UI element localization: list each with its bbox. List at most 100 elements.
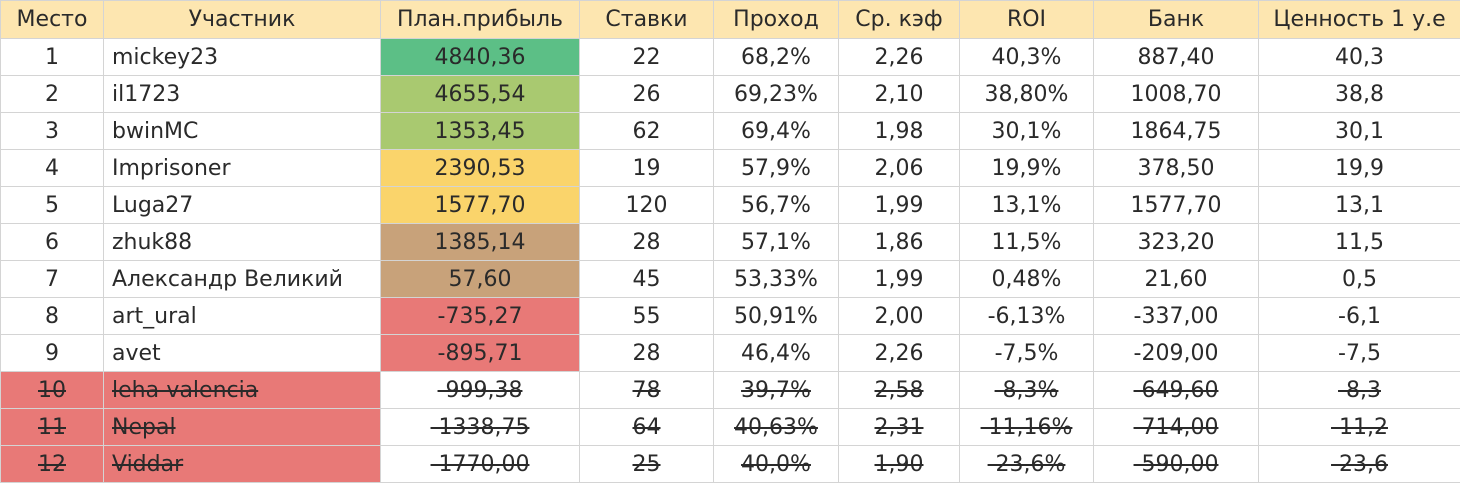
cell-average-odds[interactable]: 2,00 [838,297,960,335]
cell-average-odds[interactable]: 1,99 [838,260,960,298]
cell-bets[interactable]: 22 [579,38,714,76]
cell-place[interactable]: 6 [0,223,104,261]
column-header-average-odds[interactable]: Ср. кэф [838,0,960,39]
cell-bets[interactable]: 120 [579,186,714,224]
cell-roi[interactable]: 11,5% [959,223,1094,261]
cell-planned-profit[interactable]: -1338,75 [380,408,580,446]
cell-roi[interactable]: 13,1% [959,186,1094,224]
cell-roi[interactable]: 40,3% [959,38,1094,76]
cell-roi[interactable]: 19,9% [959,149,1094,187]
cell-average-odds[interactable]: 2,58 [838,371,960,409]
cell-place[interactable]: 3 [0,112,104,150]
cell-bank[interactable]: 1008,70 [1093,75,1259,113]
cell-pass-rate[interactable]: 53,33% [713,260,839,298]
cell-place[interactable]: 8 [0,297,104,335]
cell-bank[interactable]: -590,00 [1093,445,1259,483]
cell-participant[interactable]: Александр Великий [103,260,381,298]
cell-pass-rate[interactable]: 69,4% [713,112,839,150]
cell-pass-rate[interactable]: 40,63% [713,408,839,446]
cell-bank[interactable]: 887,40 [1093,38,1259,76]
cell-bets[interactable]: 55 [579,297,714,335]
cell-unit-value[interactable]: 19,9 [1258,149,1460,187]
column-header-pass-rate[interactable]: Проход [713,0,839,39]
cell-pass-rate[interactable]: 46,4% [713,334,839,372]
cell-average-odds[interactable]: 2,26 [838,38,960,76]
cell-participant[interactable]: Nepal [103,408,381,446]
cell-bets[interactable]: 62 [579,112,714,150]
cell-average-odds[interactable]: 2,31 [838,408,960,446]
cell-bets[interactable]: 78 [579,371,714,409]
cell-pass-rate[interactable]: 50,91% [713,297,839,335]
cell-planned-profit[interactable]: -895,71 [380,334,580,372]
cell-pass-rate[interactable]: 68,2% [713,38,839,76]
cell-average-odds[interactable]: 1,86 [838,223,960,261]
cell-participant[interactable]: art_ural [103,297,381,335]
column-header-bank[interactable]: Банк [1093,0,1259,39]
cell-roi[interactable]: -23,6% [959,445,1094,483]
column-header-bets[interactable]: Ставки [579,0,714,39]
cell-bets[interactable]: 26 [579,75,714,113]
cell-place[interactable]: 9 [0,334,104,372]
cell-place[interactable]: 4 [0,149,104,187]
cell-pass-rate[interactable]: 56,7% [713,186,839,224]
cell-unit-value[interactable]: 13,1 [1258,186,1460,224]
cell-unit-value[interactable]: -7,5 [1258,334,1460,372]
cell-roi[interactable]: -7,5% [959,334,1094,372]
cell-average-odds[interactable]: 1,99 [838,186,960,224]
cell-average-odds[interactable]: 2,10 [838,75,960,113]
cell-average-odds[interactable]: 2,06 [838,149,960,187]
cell-unit-value[interactable]: 38,8 [1258,75,1460,113]
cell-place[interactable]: 2 [0,75,104,113]
column-header-planned-profit[interactable]: План.прибыль [380,0,580,39]
cell-pass-rate[interactable]: 57,9% [713,149,839,187]
cell-bank[interactable]: 21,60 [1093,260,1259,298]
cell-bank[interactable]: 1864,75 [1093,112,1259,150]
cell-planned-profit[interactable]: 4655,54 [380,75,580,113]
cell-planned-profit[interactable]: 4840,36 [380,38,580,76]
cell-bank[interactable]: -337,00 [1093,297,1259,335]
cell-planned-profit[interactable]: 57,60 [380,260,580,298]
cell-pass-rate[interactable]: 69,23% [713,75,839,113]
column-header-roi[interactable]: ROI [959,0,1094,39]
cell-planned-profit[interactable]: -999,38 [380,371,580,409]
cell-bank[interactable]: -209,00 [1093,334,1259,372]
cell-place[interactable]: 5 [0,186,104,224]
cell-unit-value[interactable]: -23,6 [1258,445,1460,483]
cell-roi[interactable]: 30,1% [959,112,1094,150]
cell-planned-profit[interactable]: 1385,14 [380,223,580,261]
cell-roi[interactable]: 38,80% [959,75,1094,113]
cell-unit-value[interactable]: 0,5 [1258,260,1460,298]
cell-pass-rate[interactable]: 57,1% [713,223,839,261]
cell-bank[interactable]: -714,00 [1093,408,1259,446]
cell-unit-value[interactable]: -11,2 [1258,408,1460,446]
column-header-place[interactable]: Место [0,0,104,39]
cell-planned-profit[interactable]: 2390,53 [380,149,580,187]
cell-participant[interactable]: bwinMC [103,112,381,150]
cell-planned-profit[interactable]: 1577,70 [380,186,580,224]
cell-average-odds[interactable]: 1,90 [838,445,960,483]
cell-participant[interactable]: Imprisoner [103,149,381,187]
cell-bets[interactable]: 45 [579,260,714,298]
cell-bank[interactable]: 323,20 [1093,223,1259,261]
cell-participant[interactable]: Luga27 [103,186,381,224]
cell-bank[interactable]: 1577,70 [1093,186,1259,224]
cell-pass-rate[interactable]: 39,7% [713,371,839,409]
cell-pass-rate[interactable]: 40,0% [713,445,839,483]
cell-participant[interactable]: avet [103,334,381,372]
cell-bank[interactable]: -649,60 [1093,371,1259,409]
cell-place[interactable]: 12 [0,445,104,483]
cell-place[interactable]: 7 [0,260,104,298]
column-header-unit-value[interactable]: Ценность 1 у.е [1258,0,1460,39]
cell-participant[interactable]: leha-valencia [103,371,381,409]
cell-bets[interactable]: 28 [579,334,714,372]
cell-roi[interactable]: -6,13% [959,297,1094,335]
cell-unit-value[interactable]: -8,3 [1258,371,1460,409]
cell-unit-value[interactable]: -6,1 [1258,297,1460,335]
cell-unit-value[interactable]: 11,5 [1258,223,1460,261]
cell-place[interactable]: 11 [0,408,104,446]
cell-bets[interactable]: 25 [579,445,714,483]
cell-bets[interactable]: 64 [579,408,714,446]
cell-unit-value[interactable]: 40,3 [1258,38,1460,76]
cell-participant[interactable]: il1723 [103,75,381,113]
cell-average-odds[interactable]: 1,98 [838,112,960,150]
